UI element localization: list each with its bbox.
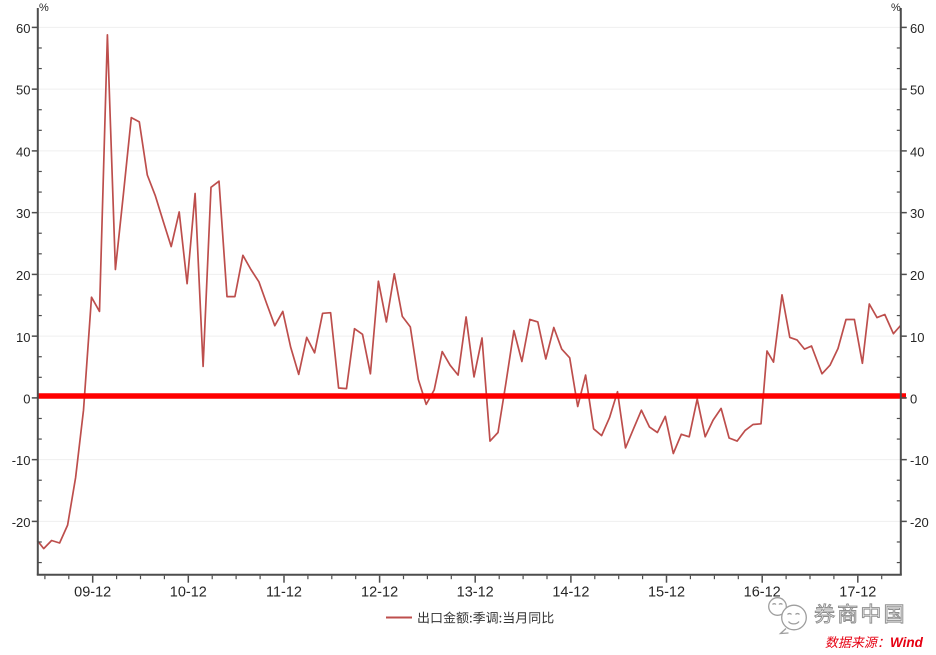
svg-text:30: 30	[910, 206, 924, 221]
svg-text:10-12: 10-12	[170, 585, 207, 601]
svg-text:-10: -10	[910, 453, 929, 468]
svg-text:16-12: 16-12	[744, 585, 781, 601]
svg-text:17-12: 17-12	[839, 585, 876, 601]
svg-text:0: 0	[910, 392, 917, 407]
svg-text:09-12: 09-12	[74, 585, 111, 601]
svg-text:20: 20	[16, 268, 30, 283]
svg-text:20: 20	[910, 268, 924, 283]
svg-text:10: 10	[16, 330, 30, 345]
svg-text:-10: -10	[12, 453, 31, 468]
svg-text:30: 30	[16, 206, 30, 221]
svg-text:50: 50	[16, 83, 30, 98]
svg-text:40: 40	[16, 145, 30, 160]
svg-text:40: 40	[910, 145, 924, 160]
svg-text:15-12: 15-12	[648, 585, 685, 601]
svg-text:11-12: 11-12	[266, 585, 302, 601]
svg-text:Wind: Wind	[890, 635, 924, 650]
svg-text:12-12: 12-12	[361, 585, 398, 601]
svg-text:60: 60	[16, 21, 30, 36]
svg-text:%: %	[39, 2, 49, 14]
svg-text:14-12: 14-12	[552, 585, 589, 601]
svg-text:0: 0	[23, 392, 30, 407]
svg-text:-20: -20	[910, 515, 929, 530]
svg-text:50: 50	[910, 83, 924, 98]
svg-text:-20: -20	[12, 515, 31, 530]
svg-text:10: 10	[910, 330, 924, 345]
svg-text:%: %	[891, 2, 901, 14]
svg-text:60: 60	[910, 21, 924, 36]
svg-text:13-12: 13-12	[457, 585, 494, 601]
